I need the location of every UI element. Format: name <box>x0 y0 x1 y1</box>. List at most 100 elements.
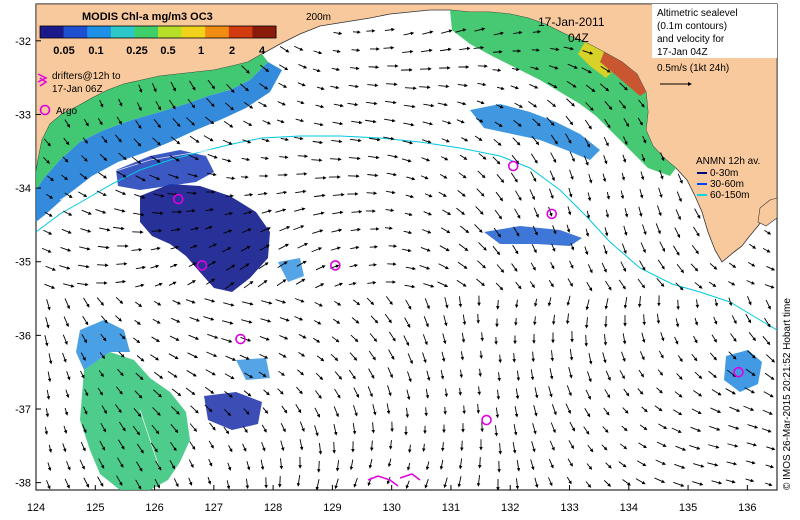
velocity-arrow <box>709 352 717 361</box>
velocity-arrow <box>477 170 486 179</box>
y-tick-label: -33 <box>15 109 31 121</box>
velocity-arrow <box>551 243 556 252</box>
velocity-arrow <box>566 98 575 107</box>
velocity-arrow <box>691 353 698 362</box>
velocity-arrow <box>385 296 393 306</box>
velocity-arrow <box>169 155 180 162</box>
chl-coastal-west <box>36 54 268 190</box>
velocity-arrow <box>528 101 538 108</box>
velocity-arrow <box>622 333 627 345</box>
colorbar-label: 0.05 <box>53 45 74 57</box>
velocity-arrow <box>764 482 773 487</box>
velocity-arrow <box>567 206 572 216</box>
velocity-arrow <box>461 137 469 142</box>
velocity-arrow <box>116 386 123 395</box>
velocity-arrow <box>368 263 377 267</box>
velocity-arrow <box>315 390 322 399</box>
velocity-arrow <box>583 426 590 435</box>
velocity-arrow <box>150 155 161 163</box>
argo-float-marker <box>507 160 519 172</box>
velocity-arrow <box>208 458 213 467</box>
velocity-arrow <box>569 421 575 432</box>
colorbar-segment <box>252 26 277 38</box>
velocity-arrow <box>281 405 288 414</box>
velocity-arrow <box>531 244 537 254</box>
velocity-arrow <box>226 84 235 93</box>
velocity-arrow <box>512 244 519 255</box>
argo-float-marker <box>481 414 492 426</box>
velocity-arrow <box>224 391 233 398</box>
velocity-arrow <box>154 478 160 489</box>
velocity-arrow <box>550 350 555 362</box>
velocity-arrow <box>275 208 287 213</box>
velocity-arrow <box>639 351 645 361</box>
velocity-arrow <box>585 389 591 400</box>
velocity-arrow <box>280 440 285 452</box>
velocity-arrow <box>618 279 626 290</box>
velocity-arrow <box>153 119 161 129</box>
velocity-arrow <box>726 461 738 466</box>
velocity-arrow <box>407 371 412 383</box>
velocity-arrow <box>530 171 537 183</box>
velocity-arrow <box>674 336 679 345</box>
velocity-arrow <box>311 247 323 253</box>
velocity-arrow <box>441 138 450 143</box>
velocity-arrow <box>334 478 339 490</box>
velocity-arrow <box>298 351 306 357</box>
velocity-arrow <box>515 281 522 290</box>
velocity-arrow <box>766 446 776 451</box>
velocity-arrow <box>728 297 733 307</box>
velocity-arrow <box>367 83 379 88</box>
velocity-arrow <box>170 245 180 250</box>
velocity-arrow <box>405 299 412 310</box>
velocity-arrow <box>204 404 213 413</box>
velocity-arrow <box>764 372 775 380</box>
chl-coastal-east-yellow <box>578 42 612 78</box>
velocity-arrow <box>569 169 574 180</box>
velocity-arrow <box>241 65 250 74</box>
velocity-arrow <box>136 443 144 454</box>
map-date: 17-Jan-2011 <box>538 15 605 29</box>
velocity-arrow <box>95 208 107 214</box>
velocity-arrow <box>349 352 358 361</box>
velocity-arrow <box>279 458 284 470</box>
velocity-arrow <box>207 154 218 159</box>
velocity-arrow <box>691 408 702 414</box>
velocity-arrow <box>152 137 161 146</box>
velocity-arrow <box>673 409 683 416</box>
velocity-arrow <box>747 296 752 306</box>
velocity-arrow <box>388 349 395 360</box>
velocity-arrow <box>513 30 523 35</box>
anmn-item-label: 0-30m <box>710 168 738 179</box>
velocity-arrow <box>80 352 86 361</box>
velocity-arrow <box>133 212 145 217</box>
velocity-arrow <box>118 439 125 450</box>
velocity-arrow <box>135 283 145 288</box>
velocity-arrow <box>169 335 180 341</box>
velocity-arrow <box>692 481 704 486</box>
velocity-arrow <box>115 296 124 304</box>
velocity-arrow <box>563 46 574 51</box>
velocity-arrow <box>77 264 90 269</box>
velocity-arrow <box>134 390 143 399</box>
velocity-arrow <box>365 119 377 124</box>
velocity-arrow <box>83 477 90 488</box>
velocity-arrow <box>351 48 361 52</box>
velocity-arrow <box>225 264 236 271</box>
velocity-arrow <box>167 192 179 197</box>
velocity-arrow <box>604 298 609 310</box>
velocity-arrow <box>405 407 410 418</box>
velocity-arrow <box>514 299 519 309</box>
velocity-arrow <box>765 299 771 310</box>
velocity-arrow <box>677 173 683 184</box>
velocity-arrow <box>550 152 557 163</box>
velocity-arrow <box>711 334 717 343</box>
velocity-arrow <box>45 265 56 271</box>
velocity-arrow <box>48 353 53 365</box>
x-tick-label: 136 <box>738 502 756 514</box>
velocity-arrow <box>623 136 628 146</box>
velocity-arrow <box>262 407 269 414</box>
velocity-arrow <box>313 211 325 216</box>
x-axis: 124 125 126 127 128 129 130 131 132 133 134 135 136 <box>27 485 757 514</box>
velocity-arrow <box>316 355 325 362</box>
